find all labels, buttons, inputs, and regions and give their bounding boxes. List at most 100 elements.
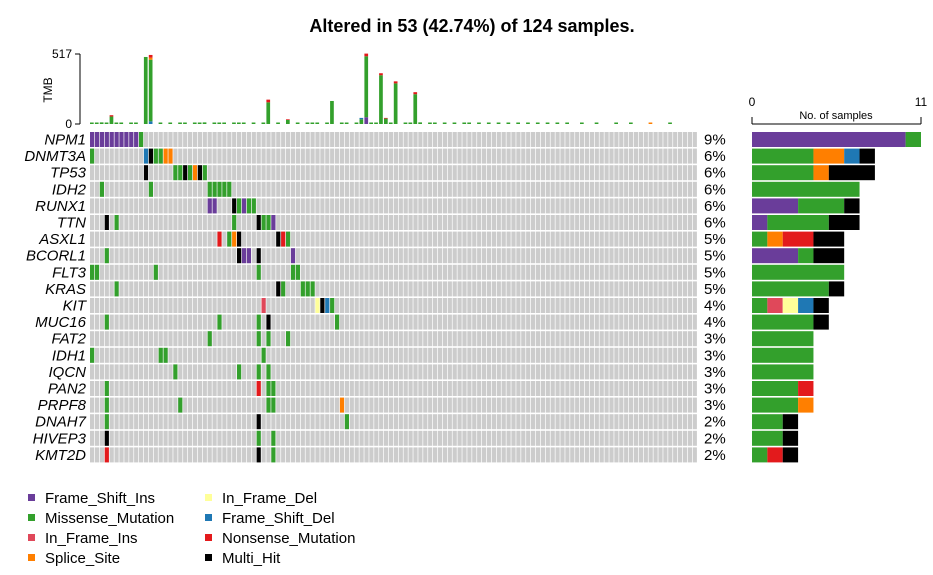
bg-cell bbox=[300, 248, 305, 264]
bg-cell bbox=[192, 381, 198, 396]
bg-cell bbox=[482, 397, 487, 413]
bg-cell bbox=[393, 181, 398, 197]
bg-cell bbox=[393, 198, 398, 214]
bg-cell bbox=[202, 231, 207, 247]
bg-cell bbox=[555, 381, 560, 396]
bg-cell bbox=[227, 264, 232, 280]
bg-cell bbox=[506, 447, 511, 463]
bg-cell bbox=[604, 215, 609, 230]
bg-cell bbox=[129, 314, 134, 330]
bg-cell bbox=[374, 447, 379, 463]
bg-cell bbox=[516, 347, 521, 363]
bg-cell bbox=[330, 148, 335, 164]
bg-cell bbox=[320, 447, 325, 463]
bg-cell bbox=[550, 132, 555, 147]
sample-bar-segment bbox=[905, 132, 921, 147]
bg-cell bbox=[251, 331, 256, 347]
bg-cell bbox=[423, 198, 428, 214]
mutation-cell bbox=[266, 397, 271, 413]
bg-cell bbox=[207, 430, 212, 446]
tmb-bar-segment bbox=[379, 75, 383, 124]
bg-cell bbox=[94, 331, 100, 347]
bg-cell bbox=[599, 215, 604, 230]
bg-cell bbox=[393, 447, 398, 463]
bg-cell bbox=[183, 447, 188, 463]
bg-cell bbox=[305, 181, 310, 197]
bg-cell bbox=[237, 132, 242, 147]
bg-cell bbox=[408, 281, 413, 297]
bg-cell bbox=[335, 281, 340, 297]
bg-cell bbox=[604, 248, 609, 264]
bg-cell bbox=[560, 447, 565, 463]
bg-cell bbox=[305, 364, 310, 380]
bg-cell bbox=[222, 264, 227, 280]
bg-cell bbox=[114, 447, 119, 463]
bg-cell bbox=[388, 397, 394, 413]
bg-cell bbox=[344, 331, 349, 347]
bg-cell bbox=[281, 132, 286, 147]
bg-cell bbox=[153, 298, 158, 313]
tmb-bar bbox=[237, 122, 241, 124]
bg-cell bbox=[183, 264, 188, 280]
bg-cell bbox=[281, 264, 286, 280]
bg-cell bbox=[90, 447, 95, 463]
bg-cell bbox=[643, 347, 648, 363]
tmb-bar bbox=[276, 122, 280, 124]
bg-cell bbox=[531, 231, 536, 247]
bg-cell bbox=[403, 148, 408, 164]
gene-label: TP53 bbox=[50, 165, 87, 182]
bg-cell bbox=[589, 231, 594, 247]
bg-cell bbox=[531, 430, 536, 446]
tmb-bar bbox=[369, 122, 373, 124]
bg-cell bbox=[114, 331, 119, 347]
bg-cell bbox=[501, 215, 506, 230]
bg-cell bbox=[609, 281, 614, 297]
bg-cell bbox=[408, 347, 413, 363]
bg-cell bbox=[188, 447, 193, 463]
bg-cell bbox=[462, 198, 467, 214]
bg-cell bbox=[261, 397, 266, 413]
bg-cell bbox=[339, 165, 345, 181]
bg-cell bbox=[335, 181, 340, 197]
bg-cell bbox=[178, 447, 183, 463]
mutation-cell bbox=[339, 397, 345, 413]
bg-cell bbox=[511, 397, 516, 413]
bg-cell bbox=[119, 281, 124, 297]
bg-cell bbox=[614, 397, 619, 413]
bg-cell bbox=[325, 364, 330, 380]
bg-cell bbox=[457, 347, 462, 363]
bg-cell bbox=[501, 447, 506, 463]
bg-cell bbox=[315, 264, 320, 280]
bg-cell bbox=[545, 248, 550, 264]
bg-cell bbox=[442, 381, 447, 396]
bg-cell bbox=[369, 430, 374, 446]
bg-cell bbox=[246, 347, 251, 363]
bg-cell bbox=[369, 248, 374, 264]
mutation-cell bbox=[104, 314, 109, 330]
mutation-cell bbox=[183, 165, 188, 181]
bg-cell bbox=[163, 430, 168, 446]
bg-cell bbox=[599, 231, 604, 247]
bg-cell bbox=[320, 264, 325, 280]
bg-cell bbox=[653, 314, 658, 330]
bg-cell bbox=[379, 165, 384, 181]
mutation-cell bbox=[94, 264, 100, 280]
bg-cell bbox=[619, 381, 624, 396]
bg-cell bbox=[428, 264, 433, 280]
bg-cell bbox=[384, 314, 389, 330]
bg-cell bbox=[486, 181, 492, 197]
bg-cell bbox=[212, 364, 217, 380]
bg-cell bbox=[158, 298, 163, 313]
bg-cell bbox=[276, 347, 281, 363]
bg-cell bbox=[447, 165, 452, 181]
bg-cell bbox=[217, 447, 222, 463]
bg-cell bbox=[232, 165, 237, 181]
gene-label: NPM1 bbox=[44, 132, 86, 149]
bg-cell bbox=[437, 248, 443, 264]
bg-cell bbox=[663, 148, 668, 164]
percent-label: 5% bbox=[704, 248, 726, 265]
bg-cell bbox=[261, 331, 266, 347]
bg-cell bbox=[614, 198, 619, 214]
bg-cell bbox=[521, 314, 526, 330]
bg-cell bbox=[153, 132, 158, 147]
